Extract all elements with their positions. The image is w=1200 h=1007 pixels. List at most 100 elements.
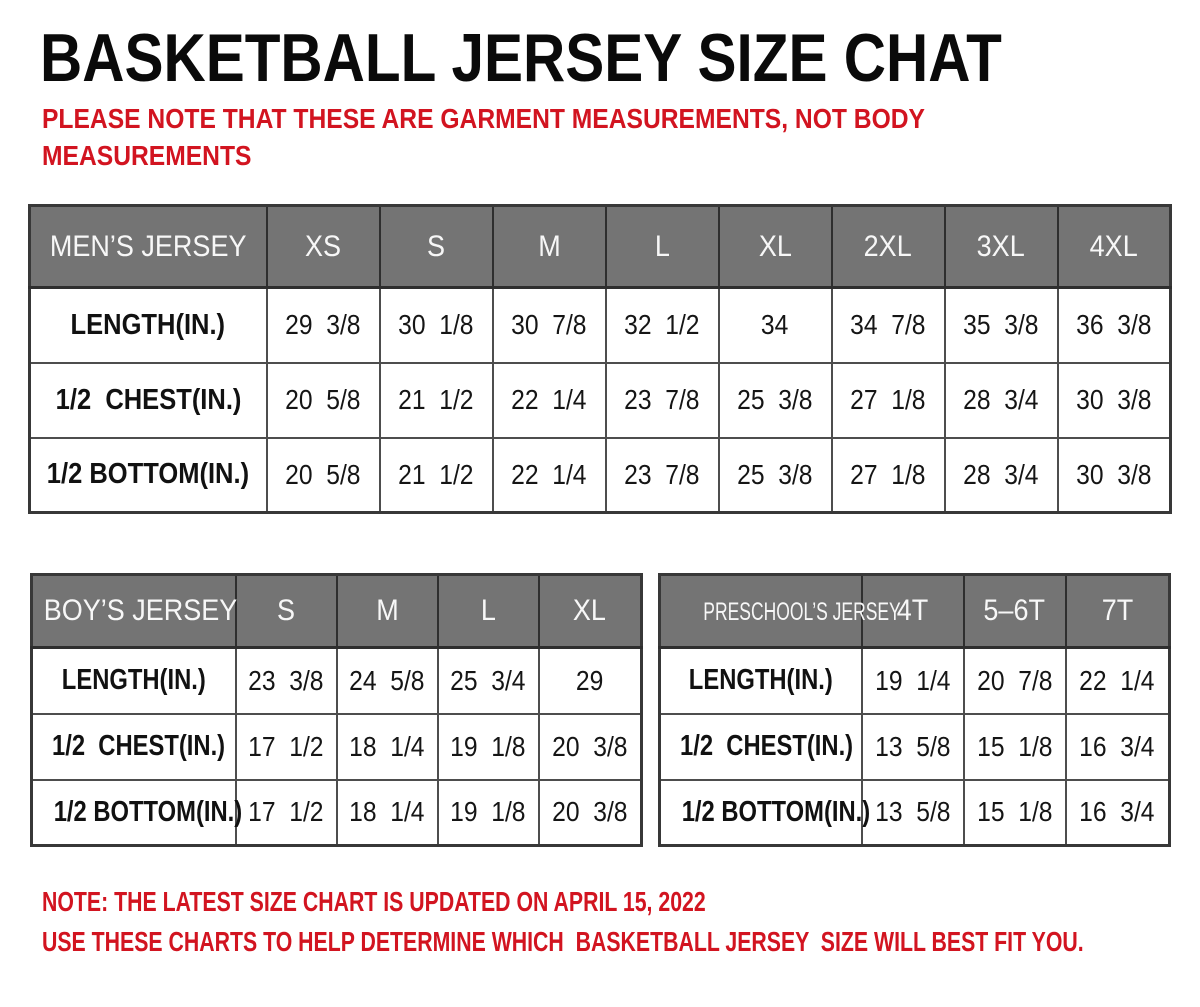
size-value-cell: 29 3/8 <box>265 286 381 364</box>
size-value: 22 1/4 <box>1079 664 1155 696</box>
size-value: 23 7/8 <box>624 384 700 415</box>
size-value-cell: 35 3/8 <box>943 286 1059 364</box>
measurement-label: 1/2 CHEST(IN.) <box>55 383 242 416</box>
size-value-cell: 34 7/8 <box>830 286 946 364</box>
measurement-label: LENGTH(IN.) <box>688 664 833 697</box>
size-value: 24 5/8 <box>349 664 425 696</box>
size-header-cell: 7T <box>1064 573 1171 649</box>
size-value: 27 1/8 <box>850 384 926 415</box>
size-header-cell: 4XL <box>1056 204 1172 289</box>
size-header-cell: 3XL <box>943 204 1059 289</box>
size-value-cell: 29 <box>537 646 643 715</box>
size-value-cell: 34 <box>717 286 833 364</box>
size-value: 13 5/8 <box>874 730 951 762</box>
boys-jersey-size-table: BOY’S JERSEY S M L XL LENGTH(IN.) 23 3/8… <box>30 573 643 847</box>
measurement-label: LENGTH(IN.) <box>61 664 206 697</box>
measurement-label-cell: LENGTH(IN.) <box>658 646 863 715</box>
size-value-cell: 25 3/4 <box>436 646 540 715</box>
size-value-cell: 27 1/8 <box>830 361 946 439</box>
boys-table-title-cell: BOY’S JERSEY <box>30 573 238 649</box>
size-value: 22 1/4 <box>511 458 587 490</box>
size-header-cell: XL <box>537 573 643 649</box>
size-value: 28 3/4 <box>963 384 1039 415</box>
page-title: BASKETBALL JERSEY SIZE CHAT <box>40 24 1158 92</box>
size-header-label: M <box>537 229 561 263</box>
size-header-label: XL <box>758 229 792 263</box>
size-header-cell: M <box>335 573 439 649</box>
preschool-jersey-size-table: PRESCHOOL’S JERSEY 4T 5–6T 7T LENGTH(IN.… <box>658 573 1171 847</box>
bottom-notes: NOTE: THE LATEST SIZE CHART IS UPDATED O… <box>42 882 1200 962</box>
size-value-cell: 36 3/8 <box>1056 286 1172 364</box>
size-header-label: XL <box>573 594 607 627</box>
size-value-cell: 20 3/8 <box>537 778 643 847</box>
page-title-text: BASKETBALL JERSEY SIZE CHAT <box>40 20 1002 96</box>
size-value-cell: 27 1/8 <box>830 436 946 514</box>
size-value-cell: 20 5/8 <box>265 436 381 514</box>
size-value: 18 1/4 <box>349 796 425 828</box>
size-header-label: S <box>426 229 445 263</box>
size-value-cell: 20 3/8 <box>537 712 643 781</box>
size-value: 15 1/8 <box>976 796 1053 828</box>
size-value-cell: 15 1/8 <box>962 712 1067 781</box>
measurement-label: 1/2 CHEST(IN.) <box>51 730 226 762</box>
size-value-cell: 23 7/8 <box>604 361 720 439</box>
size-value: 15 1/8 <box>976 730 1053 762</box>
size-value-cell: 16 3/4 <box>1064 712 1171 781</box>
mens-table-title: MEN’S JERSEY <box>49 229 247 263</box>
size-value: 17 1/2 <box>248 730 324 762</box>
size-value-cell: 30 1/8 <box>378 286 494 364</box>
size-value: 20 7/8 <box>976 664 1053 696</box>
size-value: 36 3/8 <box>1076 309 1152 341</box>
preschool-bottom-row: 1/2 BOTTOM(IN.) 13 5/8 15 1/8 16 3/4 <box>658 778 1171 847</box>
size-value: 18 1/4 <box>349 730 425 762</box>
mens-jersey-size-table: MEN’S JERSEY XS S M L XL 2XL 3XL 4XL LEN… <box>28 204 1172 514</box>
size-value-cell: 20 7/8 <box>962 646 1067 715</box>
size-value: 17 1/2 <box>248 796 324 828</box>
size-header-cell: L <box>604 204 720 289</box>
measurement-label-cell: 1/2 CHEST(IN.) <box>30 712 237 781</box>
measurement-label-cell: 1/2 BOTTOM(IN.) <box>28 436 268 514</box>
size-value: 29 3/8 <box>285 309 361 341</box>
measurement-label: 1/2 CHEST(IN.) <box>679 730 854 762</box>
size-value: 25 3/8 <box>737 384 813 415</box>
size-value-cell: 30 3/8 <box>1056 361 1172 439</box>
measurement-label-cell: 1/2 CHEST(IN.) <box>28 361 268 439</box>
size-value-cell: 32 1/2 <box>604 286 720 364</box>
garment-measurement-note: PLEASE NOTE THAT THESE ARE GARMENT MEASU… <box>42 100 1045 174</box>
measurement-label-cell: 1/2 BOTTOM(IN.) <box>658 778 870 847</box>
size-value-cell: 18 1/4 <box>335 712 439 781</box>
size-header-cell: M <box>491 204 607 289</box>
size-value: 34 <box>761 309 789 341</box>
size-header-cell: XL <box>717 204 833 289</box>
size-value: 29 <box>576 664 604 696</box>
measurement-label: LENGTH(IN.) <box>70 308 226 341</box>
size-value: 19 1/4 <box>874 664 951 696</box>
preschool-length-row: LENGTH(IN.) 19 1/4 20 7/8 22 1/4 <box>658 646 1171 715</box>
size-value-cell: 24 5/8 <box>335 646 439 715</box>
measurement-label-cell: LENGTH(IN.) <box>28 286 268 364</box>
size-header-label: 4T <box>896 594 929 627</box>
size-value: 20 3/8 <box>552 796 628 828</box>
size-value: 32 1/2 <box>624 309 700 341</box>
size-value: 30 1/8 <box>398 309 474 341</box>
size-value-cell: 25 3/8 <box>717 361 833 439</box>
size-value-cell: 19 1/8 <box>436 712 540 781</box>
boys-length-row: LENGTH(IN.) 23 3/8 24 5/8 25 3/4 29 <box>30 646 643 715</box>
size-value: 23 3/8 <box>248 664 324 696</box>
size-header-cell: L <box>436 573 540 649</box>
size-value: 35 3/8 <box>963 309 1039 341</box>
size-value: 28 3/4 <box>963 458 1039 490</box>
mens-header-row: MEN’S JERSEY XS S M L XL 2XL 3XL 4XL <box>28 204 1172 289</box>
boys-table-title: BOY’S JERSEY <box>43 594 238 627</box>
size-value: 25 3/8 <box>737 458 813 490</box>
size-header-label: 7T <box>1101 594 1133 627</box>
size-value-cell: 21 1/2 <box>378 361 494 439</box>
size-value: 25 3/4 <box>450 664 526 696</box>
mens-chest-row: 1/2 CHEST(IN.) 20 5/8 21 1/2 22 1/4 23 7… <box>28 361 1172 439</box>
boys-header-row: BOY’S JERSEY S M L XL <box>30 573 643 649</box>
mens-table-title-cell: MEN’S JERSEY <box>28 204 268 289</box>
preschool-table-title: PRESCHOOL’S JERSEY <box>703 598 901 626</box>
size-value-cell: 22 1/4 <box>491 361 607 439</box>
size-value: 30 7/8 <box>511 309 587 341</box>
